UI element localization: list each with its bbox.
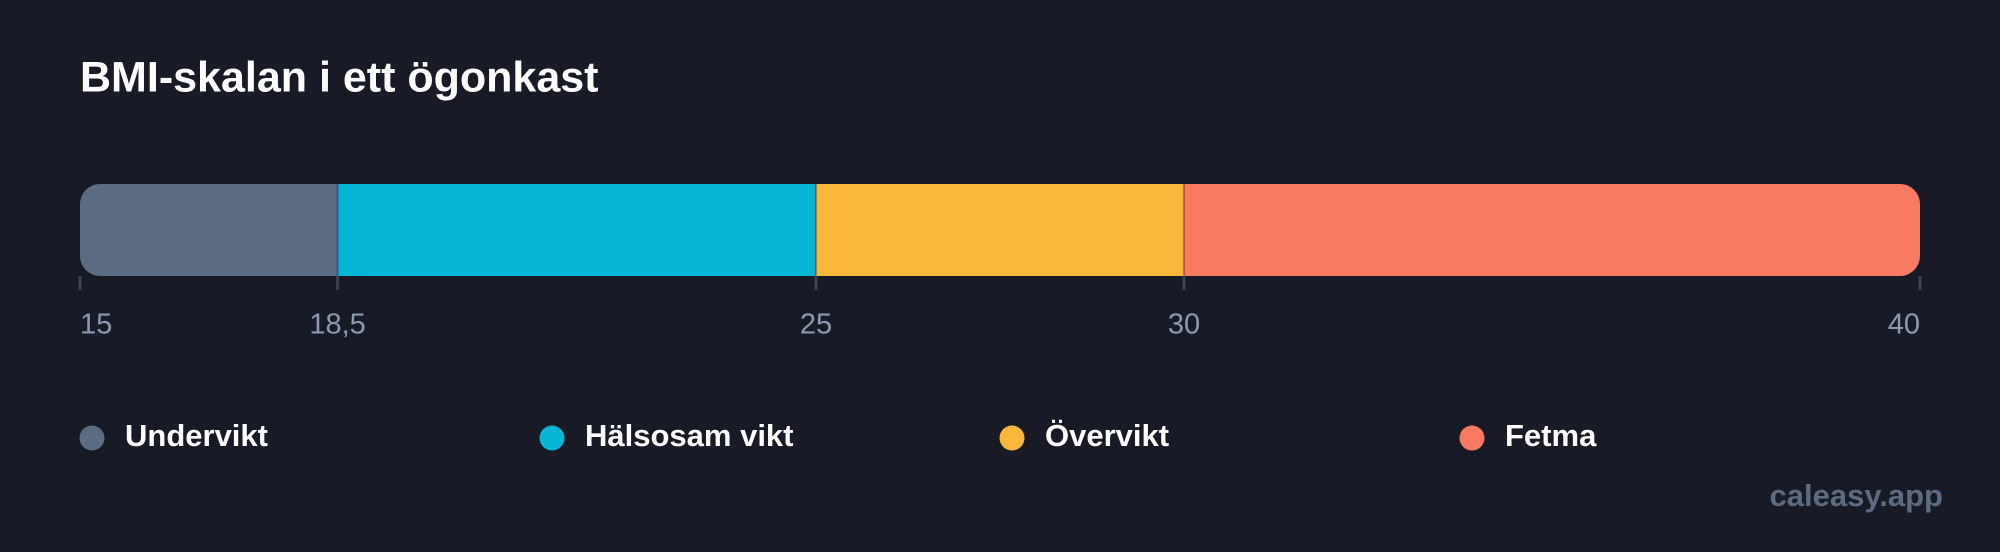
legend-marker — [79, 425, 105, 451]
legend-marker — [539, 425, 565, 451]
x-tick-label: 25 — [800, 309, 832, 341]
legend-label: Hälsosam vikt — [585, 418, 794, 453]
x-tick-label: 18,5 — [309, 309, 365, 341]
legend-marker — [999, 425, 1025, 451]
legend-label: Fetma — [1505, 418, 1597, 453]
x-tick-label: 40 — [1888, 309, 1920, 341]
bar-segment — [1184, 184, 1920, 276]
legend-marker — [1459, 425, 1485, 451]
legend-label: Övervikt — [1045, 418, 1169, 453]
x-tick-label: 15 — [80, 309, 112, 341]
watermark: caleasy.app — [1770, 478, 1943, 513]
bar-segment — [80, 184, 338, 276]
bar-segment — [816, 184, 1184, 276]
chart-title: BMI-skalan i ett ögonkast — [80, 53, 598, 101]
x-tick-label: 30 — [1168, 309, 1200, 341]
legend-label: Undervikt — [125, 418, 268, 453]
bar-group — [80, 184, 1920, 276]
bar-segment — [337, 184, 816, 276]
